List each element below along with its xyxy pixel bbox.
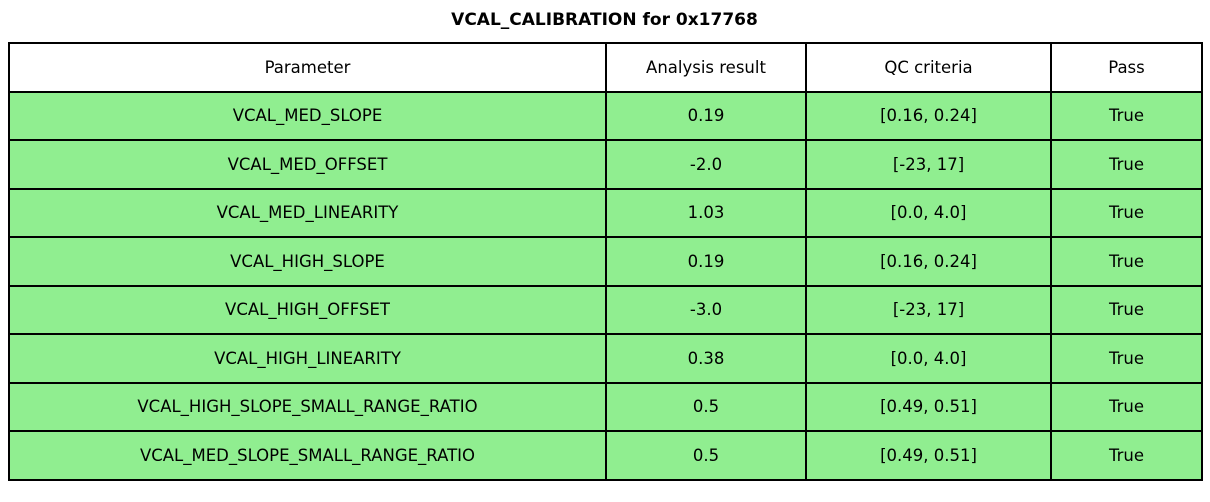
page-title: VCAL_CALIBRATION for 0x17768 bbox=[451, 10, 758, 30]
table-row: VCAL_HIGH_SLOPE_SMALL_RANGE_RATIO 0.5 [0… bbox=[8, 381, 1203, 432]
table-row: VCAL_HIGH_SLOPE 0.19 [0.16, 0.24] True bbox=[8, 236, 1203, 287]
cell-qc-criteria: [-23, 17] bbox=[805, 139, 1052, 190]
table-row: VCAL_MED_OFFSET -2.0 [-23, 17] True bbox=[8, 139, 1203, 190]
cell-pass: True bbox=[1050, 90, 1203, 141]
cell-pass: True bbox=[1050, 284, 1203, 335]
cell-qc-criteria: [0.16, 0.24] bbox=[805, 90, 1052, 141]
cell-parameter: VCAL_HIGH_SLOPE_SMALL_RANGE_RATIO bbox=[8, 381, 607, 432]
cell-analysis-result: 1.03 bbox=[605, 187, 807, 238]
cell-analysis-result: 0.19 bbox=[605, 236, 807, 287]
column-header-pass: Pass bbox=[1050, 42, 1203, 93]
column-header-qc-criteria: QC criteria bbox=[805, 42, 1052, 93]
table-row: VCAL_HIGH_LINEARITY 0.38 [0.0, 4.0] True bbox=[8, 333, 1203, 384]
cell-parameter: VCAL_HIGH_SLOPE bbox=[8, 236, 607, 287]
qc-results-table: Parameter Analysis result QC criteria Pa… bbox=[8, 42, 1203, 481]
cell-analysis-result: 0.5 bbox=[605, 430, 807, 481]
cell-pass: True bbox=[1050, 236, 1203, 287]
cell-analysis-result: -2.0 bbox=[605, 139, 807, 190]
cell-parameter: VCAL_HIGH_LINEARITY bbox=[8, 333, 607, 384]
cell-analysis-result: -3.0 bbox=[605, 284, 807, 335]
cell-qc-criteria: [0.49, 0.51] bbox=[805, 381, 1052, 432]
cell-analysis-result: 0.38 bbox=[605, 333, 807, 384]
cell-qc-criteria: [0.16, 0.24] bbox=[805, 236, 1052, 287]
table-row: VCAL_HIGH_OFFSET -3.0 [-23, 17] True bbox=[8, 284, 1203, 335]
cell-qc-criteria: [0.0, 4.0] bbox=[805, 333, 1052, 384]
column-header-analysis-result: Analysis result bbox=[605, 42, 807, 93]
cell-parameter: VCAL_MED_OFFSET bbox=[8, 139, 607, 190]
cell-parameter: VCAL_HIGH_OFFSET bbox=[8, 284, 607, 335]
column-header-parameter: Parameter bbox=[8, 42, 607, 93]
cell-qc-criteria: [0.0, 4.0] bbox=[805, 187, 1052, 238]
cell-pass: True bbox=[1050, 139, 1203, 190]
table-row: VCAL_MED_SLOPE_SMALL_RANGE_RATIO 0.5 [0.… bbox=[8, 430, 1203, 481]
cell-parameter: VCAL_MED_SLOPE_SMALL_RANGE_RATIO bbox=[8, 430, 607, 481]
cell-analysis-result: 0.5 bbox=[605, 381, 807, 432]
cell-pass: True bbox=[1050, 187, 1203, 238]
cell-qc-criteria: [-23, 17] bbox=[805, 284, 1052, 335]
cell-parameter: VCAL_MED_SLOPE bbox=[8, 90, 607, 141]
cell-parameter: VCAL_MED_LINEARITY bbox=[8, 187, 607, 238]
cell-analysis-result: 0.19 bbox=[605, 90, 807, 141]
cell-pass: True bbox=[1050, 381, 1203, 432]
table-row: VCAL_MED_SLOPE 0.19 [0.16, 0.24] True bbox=[8, 90, 1203, 141]
table-row: VCAL_MED_LINEARITY 1.03 [0.0, 4.0] True bbox=[8, 187, 1203, 238]
cell-pass: True bbox=[1050, 333, 1203, 384]
table-header-row: Parameter Analysis result QC criteria Pa… bbox=[8, 42, 1203, 93]
cell-qc-criteria: [0.49, 0.51] bbox=[805, 430, 1052, 481]
cell-pass: True bbox=[1050, 430, 1203, 481]
